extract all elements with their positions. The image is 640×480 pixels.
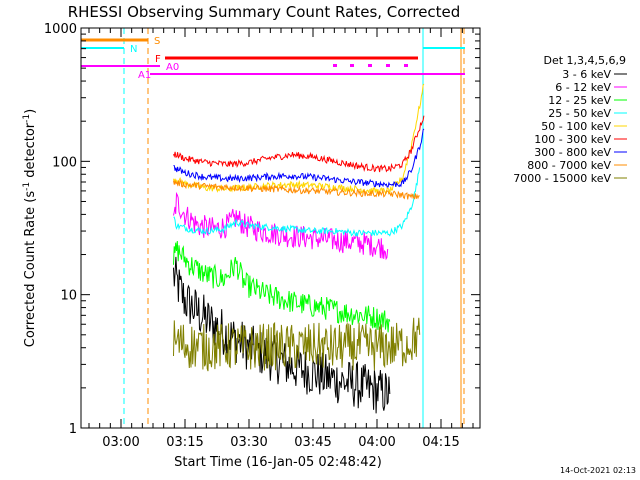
x-tick-label: 04:00 — [358, 435, 395, 450]
series-line-3 — [173, 167, 421, 237]
x-tick-label: 03:30 — [230, 435, 267, 450]
series-line-6 — [173, 128, 425, 188]
x-tick-label: 04:15 — [422, 435, 459, 450]
y-tick-label: 1 — [69, 422, 77, 437]
x-axis-label: Start Time (16-Jan-05 02:48:42) — [174, 455, 382, 470]
y-tick-label: 10 — [60, 289, 77, 304]
legend-title: Det 1,3,4,5,6,9 — [543, 54, 626, 67]
flag-bar-a0-segment — [386, 64, 390, 67]
plot-frame — [80, 27, 481, 429]
y-axis-label: Corrected Count Rate (s-1 detector-1) — [22, 109, 38, 347]
legend-label: 12 - 25 keV — [548, 94, 611, 107]
legend-label: 6 - 12 keV — [555, 81, 611, 94]
series-line-8 — [173, 317, 421, 372]
generation-timestamp: 14-Oct-2021 02:13 — [560, 466, 636, 475]
legend-label: 100 - 300 keV — [534, 133, 611, 146]
legend-label: 3 - 6 keV — [562, 68, 611, 81]
series-line-1 — [173, 191, 389, 261]
flag-label-a1: A1 — [138, 70, 151, 81]
chart-title: RHESSI Observing Summary Count Rates, Co… — [68, 3, 461, 21]
x-tick-label: 03:45 — [294, 435, 331, 450]
series-line-2 — [173, 240, 391, 333]
legend-label: 300 - 800 keV — [534, 146, 611, 159]
series-line-5 — [173, 115, 425, 173]
legend-label: 25 - 50 keV — [548, 107, 611, 120]
series-line-7 — [173, 179, 420, 200]
flag-label-s: S — [154, 36, 160, 47]
legend-label: 50 - 100 keV — [541, 120, 611, 133]
flag-label-a0: A0 — [166, 62, 179, 73]
y-tick-label: 100 — [52, 155, 77, 170]
flag-bar-a0-segment — [404, 64, 408, 67]
series-line-0 — [173, 256, 391, 414]
flag-bar-a0-segment — [333, 64, 337, 67]
y-tick-label: 1000 — [44, 22, 77, 37]
legend-label: 800 - 7000 keV — [527, 159, 611, 172]
flag-bar-a0-segment — [368, 64, 372, 67]
x-tick-label: 03:15 — [166, 435, 203, 450]
flag-label-n: N — [130, 44, 137, 55]
legend-label: 7000 - 15000 keV — [513, 172, 611, 185]
x-tick-label: 03:00 — [102, 435, 139, 450]
flag-label-f: F — [155, 54, 161, 65]
flag-bar-a0-segment — [350, 64, 354, 67]
